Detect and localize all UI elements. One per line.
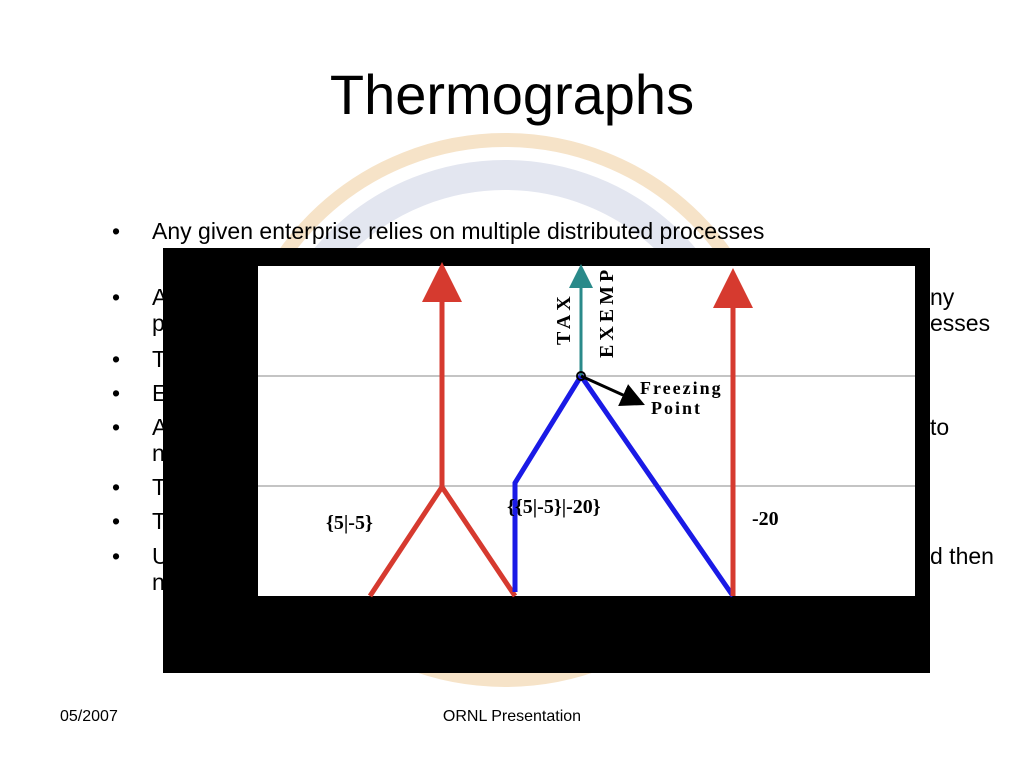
point-label: Point (651, 398, 702, 418)
bullet-text: T (152, 346, 167, 372)
right-label: -20 (752, 508, 779, 530)
bullet-dot: • (112, 380, 121, 406)
footer-date: 05/2007 (60, 708, 118, 725)
freezing-arrow (580, 374, 645, 406)
bullet-text: T (152, 508, 167, 534)
blue-line (512, 371, 736, 598)
bullet-dot: • (112, 508, 121, 534)
bullet-dot: • (112, 543, 121, 569)
bullet-text: to (930, 414, 950, 440)
bullet-text: T (152, 474, 167, 500)
bullet-dot: • (112, 284, 121, 310)
tax-label: TAX (553, 292, 575, 345)
bullet-text: esses (930, 310, 991, 336)
freezing-point (576, 371, 586, 381)
exempt-label: EXEMP (596, 266, 618, 358)
left-label: {5|-5} (326, 512, 373, 534)
bullet-dot: • (112, 414, 121, 440)
footer-center: ORNL Presentation (442, 708, 582, 725)
bullet-dot: • (112, 218, 121, 244)
bullet-text: ny (930, 284, 955, 310)
bullet-text: p (152, 310, 165, 336)
bullet-dot: • (112, 474, 121, 500)
freezing-label: Freezing (640, 378, 723, 398)
slide-title: Thermographs (329, 63, 695, 126)
bullet-dot: • (112, 346, 121, 372)
bullet-text: d then (930, 543, 994, 569)
plot-area (258, 266, 915, 596)
bullet-text: Any given enterprise relies on multiple … (152, 218, 765, 244)
bullet-text: n (152, 569, 165, 595)
bullet-text: n (152, 440, 165, 466)
middle-label: {{5|-5}|-20} (507, 496, 601, 518)
